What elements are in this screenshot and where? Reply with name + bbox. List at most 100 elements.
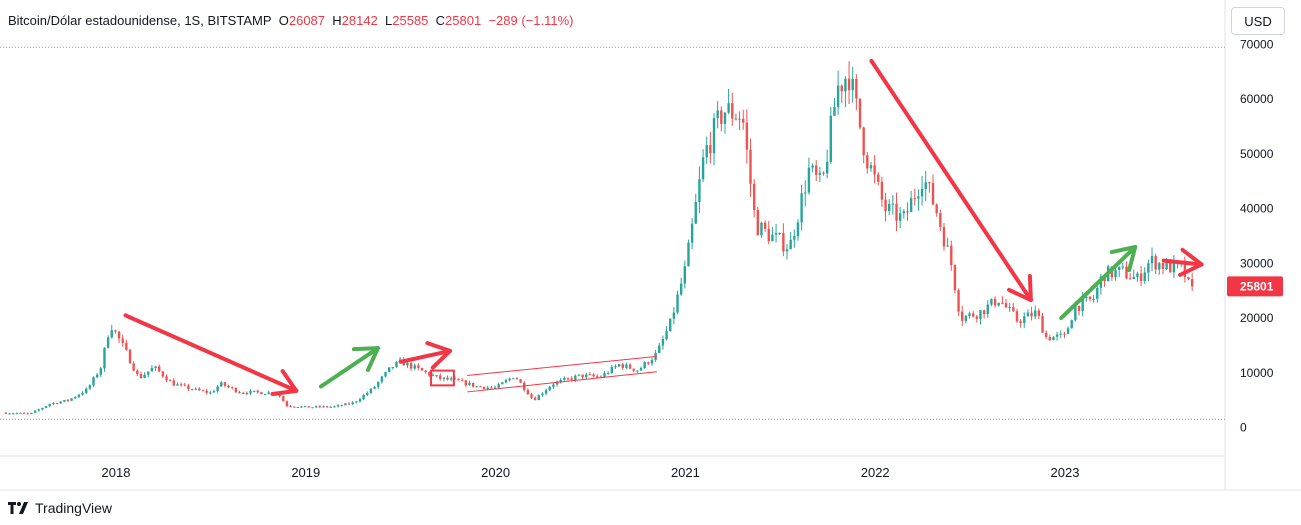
candle-body: [110, 330, 113, 338]
last-price-label: 25801: [1240, 279, 1274, 293]
candle-body: [873, 165, 876, 175]
candle-body: [158, 366, 161, 372]
channel-upper-line: [467, 355, 657, 377]
candle-body: [1063, 333, 1066, 335]
candle-body: [15, 413, 19, 415]
candle-body: [88, 385, 92, 389]
candle-body: [1117, 266, 1121, 270]
y-tick-label: 20000: [1240, 311, 1274, 325]
candle-body: [935, 204, 938, 214]
green-arrow-head: [351, 346, 380, 372]
candle-body: [300, 406, 303, 408]
x-axis[interactable]: 2018 2019 2020 2021 2022 2023: [102, 465, 1080, 480]
green-arrow-shaft: [1059, 244, 1138, 321]
candle-body: [811, 165, 814, 168]
candle-body: [577, 374, 581, 376]
candle-body: [231, 387, 234, 389]
candle-body: [968, 313, 971, 316]
candle-body: [1037, 310, 1041, 316]
candle-body: [358, 399, 362, 402]
currency-button[interactable]: USD: [1231, 7, 1285, 35]
open-value: 26087: [288, 13, 326, 28]
candle-body: [661, 339, 665, 346]
candle-body: [796, 222, 800, 237]
candle-body: [742, 118, 745, 123]
candle-body: [424, 370, 427, 373]
y-tick-label: 10000: [1240, 366, 1274, 380]
candle-body: [318, 406, 322, 408]
candle-body: [665, 331, 668, 340]
candle-body: [964, 315, 968, 321]
candle-body: [179, 384, 183, 386]
candle-body: [176, 384, 179, 386]
candle-body: [307, 406, 311, 408]
highlight-box: [430, 369, 455, 387]
candle-body: [512, 378, 515, 380]
candle-body: [373, 386, 376, 389]
candle-body: [698, 179, 701, 202]
candle-body: [789, 239, 792, 250]
candle-body: [1088, 296, 1092, 299]
candle-body: [676, 294, 679, 313]
tradingview-logo-icon: [8, 502, 28, 514]
candle-body: [596, 376, 599, 378]
symbol-legend: Bitcoin/Dólar estadounidense, 1S, BITSTA…: [8, 13, 573, 28]
candle-body: [771, 234, 774, 242]
candle-body: [285, 401, 289, 407]
candle-body: [256, 390, 259, 393]
candle-body: [1055, 334, 1059, 337]
candle-body: [716, 110, 719, 119]
y-axis[interactable]: 0 10000 20000 30000 40000 50000 60000 70000 2580…: [1227, 38, 1283, 435]
tradingview-logo[interactable]: TradingView: [8, 500, 112, 516]
candle-body: [815, 165, 818, 175]
candle-body: [1001, 302, 1004, 304]
candle-body: [639, 367, 643, 371]
candle-body: [1012, 307, 1015, 312]
candle-body: [778, 233, 781, 235]
candle-body: [526, 389, 530, 395]
candle-body: [763, 222, 767, 229]
candle-body: [705, 145, 708, 158]
candle-body: [241, 392, 245, 394]
high-label: H: [332, 13, 342, 28]
candle-body: [439, 375, 442, 379]
candle-body: [924, 182, 927, 189]
candles: [4, 61, 1194, 415]
candle-body: [490, 387, 493, 389]
candle-body: [917, 196, 920, 199]
candle-body: [971, 313, 975, 317]
candle-body: [888, 203, 891, 212]
red-arrow-shaft: [398, 348, 453, 364]
candle-body: [606, 373, 610, 375]
candle-body: [99, 368, 103, 375]
candle-body: [928, 182, 931, 184]
candle-body: [92, 377, 95, 386]
candle-body: [322, 406, 325, 408]
candle-body: [132, 363, 135, 371]
candle-body: [931, 182, 935, 205]
red-arrow-shaft: [123, 313, 299, 393]
candle-body: [836, 85, 840, 107]
candle-body: [1059, 333, 1062, 335]
candle-body: [793, 236, 796, 240]
candle-body: [818, 172, 822, 175]
candle-body: [194, 388, 197, 390]
candle-body: [1132, 277, 1135, 280]
candle-body: [679, 283, 683, 295]
candle-body: [1114, 269, 1117, 278]
candle-body: [906, 211, 909, 213]
candle-body: [114, 330, 117, 332]
candle-body: [1077, 305, 1081, 311]
candle-body: [37, 409, 40, 411]
candle-body: [891, 203, 895, 205]
candle-body: [683, 266, 687, 284]
low-label: L: [385, 13, 393, 28]
candle-body: [384, 371, 387, 377]
candle-body: [201, 390, 205, 392]
candle-body: [209, 392, 212, 394]
candle-body: [982, 310, 986, 315]
candle-body: [143, 374, 146, 378]
candle-body: [81, 392, 84, 395]
candle-body: [377, 381, 380, 387]
